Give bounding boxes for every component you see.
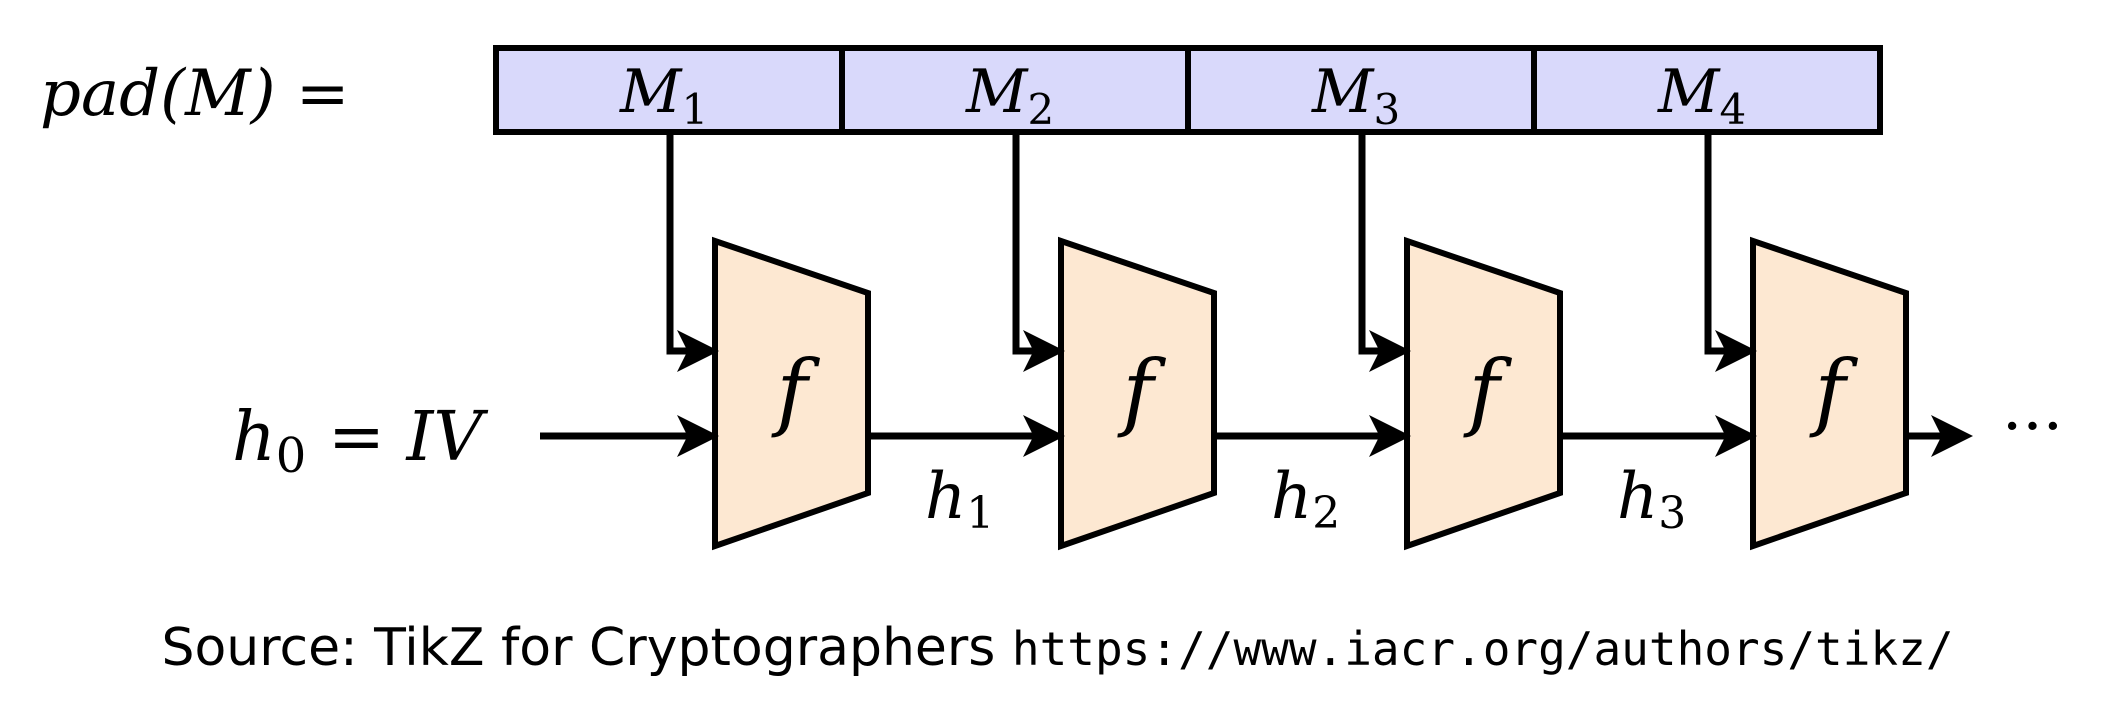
pad-label: pad(M) = [40, 57, 350, 131]
message-arrow-3 [1358, 132, 1411, 372]
message-block-label-3: M3 [1311, 57, 1400, 134]
merkle-damgard-diagram: pad(M) = M1 M2 M3 M4 f f f f h0 [40, 45, 2063, 551]
chain-label-1: h1 [925, 460, 994, 539]
message-arrow-1 [666, 132, 719, 372]
compression-functions: f f f f [712, 236, 1909, 551]
message-block-label-1: M1 [619, 57, 708, 134]
ellipsis: ··· [2002, 390, 2063, 464]
message-arrow-4 [1704, 132, 1757, 372]
chain-label-2: h2 [1271, 460, 1340, 539]
input-label: h0 = IV [232, 398, 488, 484]
caption-url: https://www.iacr.org/authors/tikz/ [1011, 622, 1954, 676]
source-caption: Source: TikZ for Cryptographers https://… [0, 618, 2115, 678]
message-blocks: M1 M2 M3 M4 [493, 45, 1883, 135]
chain-label-3: h3 [1617, 460, 1686, 539]
message-block-4 [1531, 45, 1883, 135]
caption-text: Source: TikZ for Cryptographers [161, 618, 1012, 678]
message-block-label-4: M4 [1657, 57, 1746, 134]
message-feed-arrows [666, 132, 1757, 372]
message-arrow-2 [1012, 132, 1065, 372]
message-block-label-2: M2 [965, 57, 1054, 134]
